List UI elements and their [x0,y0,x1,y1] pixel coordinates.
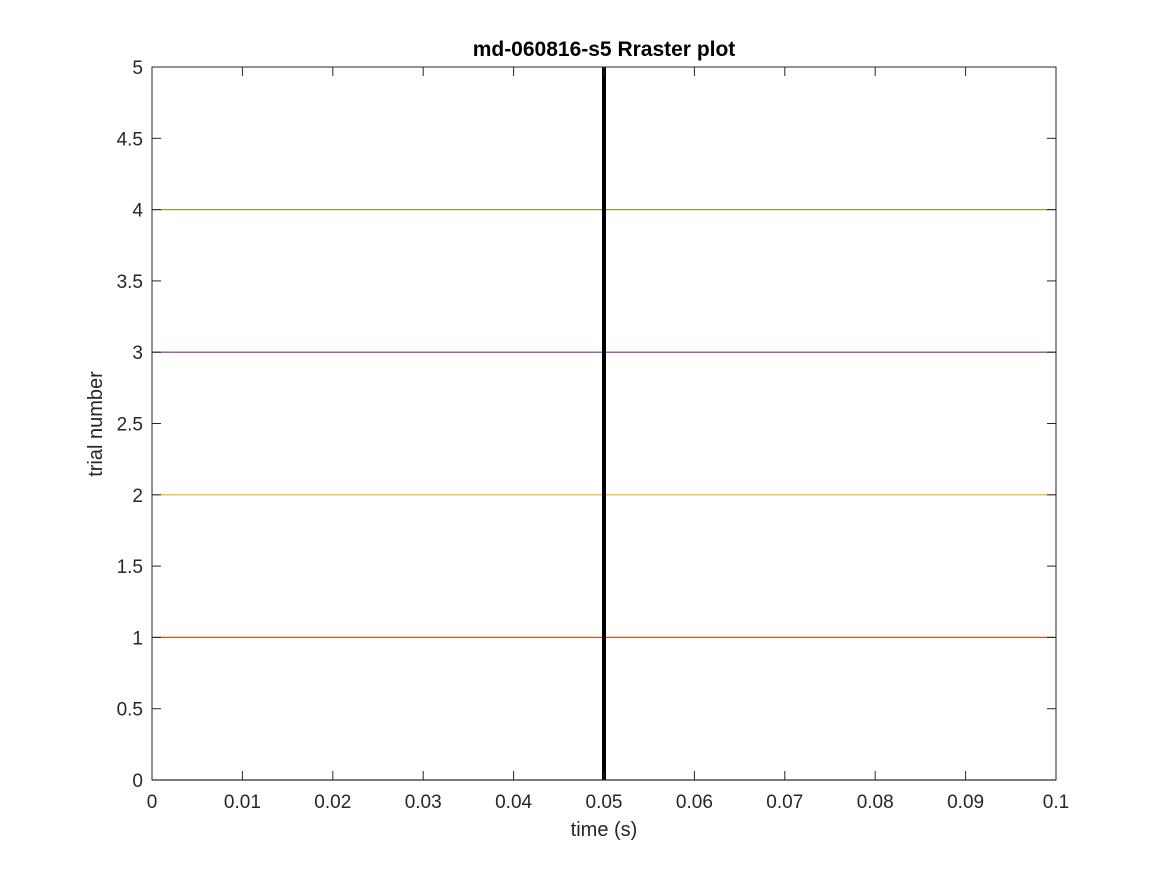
y-tick-label: 1.5 [117,557,143,578]
x-tick-label: 0.02 [314,792,351,813]
y-tick-label: 1 [132,628,143,649]
y-tick-label: 2 [132,486,143,507]
x-tick-label: 0.04 [495,792,532,813]
y-tick-label: 0 [132,771,143,792]
x-tick-label: 0.1 [1043,792,1069,813]
x-tick-label: 0.08 [857,792,894,813]
x-tick-label: 0.06 [676,792,713,813]
chart-title: md-060816-s5 Rraster plot [473,38,736,61]
x-tick-label: 0.07 [766,792,803,813]
x-tick-label: 0.01 [224,792,261,813]
y-tick-label: 3 [132,343,143,364]
y-tick-label: 5 [132,58,143,79]
x-tick-label: 0.09 [947,792,984,813]
x-tick-label: 0.05 [586,792,623,813]
x-tick-label: 0 [147,792,158,813]
y-tick-label: 0.5 [117,700,143,721]
y-axis-label: trial number [85,371,107,477]
x-axis-label: time (s) [571,819,638,841]
y-axis-ticks: 0 0.5 1 1.5 2 2.5 3 3.5 4 4.5 5 [117,58,1056,792]
x-axis-ticks: 0 0.01 0.02 0.03 0.04 0.05 0.06 0.07 0.08 0.09 0.1 [147,67,1069,813]
y-tick-label: 4.5 [117,129,143,150]
y-tick-label: 3.5 [117,272,143,293]
y-tick-label: 4 [132,201,143,222]
y-tick-label: 2.5 [117,415,143,436]
x-tick-label: 0.03 [405,792,442,813]
